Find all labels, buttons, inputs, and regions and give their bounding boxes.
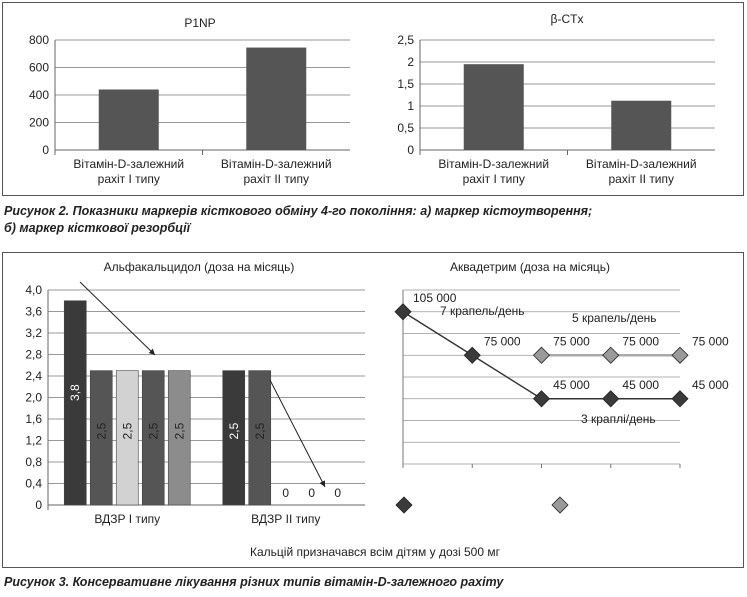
figure-2-caption: Рисунок 2. Показники маркерів кісткового… (4, 203, 744, 237)
data-label: 0 (308, 486, 315, 500)
data-label: 45 000 (622, 378, 659, 392)
figure-2-caption-line2: б) маркер кісткової резорбції (4, 221, 191, 235)
data-label: 0 (282, 486, 289, 500)
category-label: рахіт I типу (98, 172, 160, 186)
bar (463, 64, 524, 150)
data-label: 75 000 (484, 334, 521, 348)
category-label: рахіт II типу (243, 172, 309, 186)
data-point (602, 390, 620, 408)
data-point (671, 346, 689, 364)
category-label: Вітамін-D-залежний (73, 157, 184, 171)
data-label: 0 (334, 486, 341, 500)
y-tick-label: 600 (29, 61, 49, 75)
y-tick-label: 1,6 (25, 412, 42, 426)
data-label: 75 000 (622, 334, 659, 348)
chart-aquadetrim: Аквадетрим (доза на місяць) 75 000 75 000 7… (394, 260, 729, 514)
y-tick-label: 200 (29, 116, 49, 130)
y-tick-label: 0 (42, 143, 49, 157)
data-point (532, 346, 551, 364)
category-label: ВДЗР I типу (94, 512, 160, 526)
figure-2-caption-line1: Рисунок 2. Показники маркерів кісткового… (4, 204, 593, 218)
y-tick-label: 2,4 (25, 369, 42, 383)
chart-p1np: P1NP0200400600800Вітамін-D-залежнийрахіт… (29, 16, 350, 186)
y-tick-label: 2,5 (397, 33, 414, 47)
y-tick-label: 0 (35, 498, 42, 512)
y-tick-label: 1,5 (397, 77, 414, 91)
data-point (463, 346, 481, 364)
y-tick-label: 400 (29, 88, 49, 102)
legend-marker (395, 496, 413, 514)
data-point (602, 346, 620, 364)
dose-annotation: 7 крапель/день (440, 304, 525, 318)
data-label: 2,5 (253, 422, 267, 439)
category-label: Вітамін-D-залежний (438, 157, 549, 171)
y-tick-label: 800 (29, 33, 49, 47)
bar (246, 47, 307, 150)
y-tick-label: 1 (407, 99, 414, 113)
category-label: Вітамін-D-залежний (586, 157, 697, 171)
bar (89, 370, 113, 506)
data-point (671, 390, 689, 408)
y-tick-label: 3,6 (25, 305, 42, 319)
data-label: 45 000 (553, 378, 590, 392)
dose-annotation: 5 крапель/день (572, 311, 657, 325)
data-point (394, 303, 412, 321)
figure-3-caption: Рисунок 3. Консервативне лікування різни… (4, 575, 504, 589)
bar (63, 300, 87, 506)
bar (222, 370, 246, 506)
data-label: 45 000 (692, 378, 729, 392)
data-label: 3,8 (68, 384, 82, 401)
data-label: 75 000 (553, 334, 590, 348)
category-label: рахіт II типу (608, 172, 674, 186)
calcium-footnote: Кальцій призначався всім дітям у дозі 50… (250, 545, 501, 559)
bar (98, 89, 159, 150)
chart-title: P1NP (184, 16, 215, 30)
trend-arrow (79, 281, 156, 356)
data-label: 75 000 (692, 334, 729, 348)
bar (141, 370, 165, 506)
data-label: 2,5 (146, 422, 160, 439)
y-tick-label: 2 (407, 55, 414, 69)
data-label: 2,5 (172, 422, 186, 439)
chart-bctx: β-CTx00,511,522,5Вітамін-D-залежнийрахіт… (397, 12, 715, 186)
legend-marker (551, 496, 569, 514)
data-label: 2,5 (120, 422, 134, 439)
trend-arrow (269, 379, 326, 488)
data-label: 105 000 (413, 291, 457, 305)
y-tick-label: 0,8 (25, 455, 42, 469)
bar (248, 370, 272, 506)
chart-title: Альфакальцидол (доза на місяць) (104, 260, 295, 274)
y-tick-label: 0,4 (25, 477, 42, 491)
chart-title: Аквадетрим (доза на місяць) (450, 260, 610, 274)
y-tick-label: 4,0 (25, 283, 42, 297)
chart-alfacalcidol: Альфакальцидол (доза на місяць) 0 0,4 0,8 1,… (25, 260, 365, 526)
bar (167, 370, 191, 506)
category-label: Вітамін-D-залежний (221, 157, 332, 171)
data-label: 2,5 (94, 422, 108, 439)
bar (115, 370, 139, 506)
dose-annotation: 3 краплі/день (581, 412, 656, 426)
y-tick-label: 0,5 (397, 121, 414, 135)
data-point (532, 390, 551, 408)
y-tick-label: 1,2 (25, 434, 42, 448)
category-label: рахіт I типу (463, 172, 525, 186)
chart-title: β-CTx (551, 12, 584, 26)
y-tick-label: 2,0 (25, 391, 42, 405)
category-label: ВДЗР II типу (251, 512, 320, 526)
bar (611, 100, 672, 150)
y-tick-label: 0 (407, 143, 414, 157)
y-tick-label: 2,8 (25, 348, 42, 362)
y-tick-label: 3,2 (25, 326, 42, 340)
data-label: 2,5 (227, 422, 241, 439)
